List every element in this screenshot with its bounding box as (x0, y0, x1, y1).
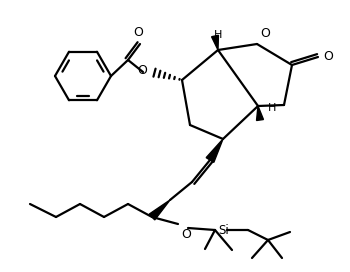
Text: H: H (268, 103, 277, 113)
Text: O: O (181, 228, 191, 241)
Text: H: H (214, 30, 222, 40)
Polygon shape (149, 200, 170, 220)
Text: O: O (133, 26, 143, 39)
Text: O: O (137, 64, 147, 78)
Polygon shape (257, 106, 264, 120)
Polygon shape (212, 35, 218, 50)
Text: O: O (260, 27, 270, 40)
Polygon shape (206, 139, 223, 162)
Text: O: O (323, 50, 333, 63)
Text: Si: Si (218, 224, 229, 236)
